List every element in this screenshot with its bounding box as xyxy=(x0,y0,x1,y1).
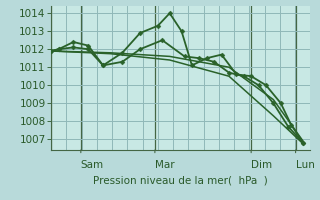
Text: Mar: Mar xyxy=(155,160,174,170)
Text: Pression niveau de la mer(  hPa  ): Pression niveau de la mer( hPa ) xyxy=(93,176,268,186)
Text: Dim: Dim xyxy=(251,160,272,170)
Text: Sam: Sam xyxy=(81,160,104,170)
Text: Lun: Lun xyxy=(296,160,315,170)
